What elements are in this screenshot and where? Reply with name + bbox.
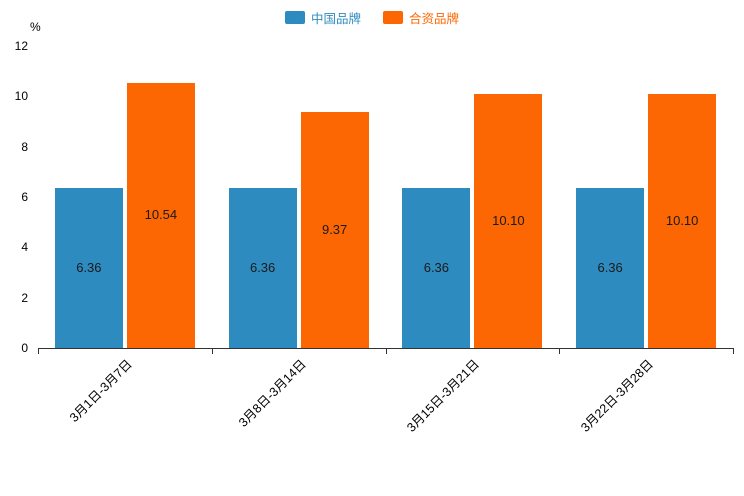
- bar-series2-cat4[interactable]: [648, 93, 717, 348]
- x-axis-tick: [385, 349, 387, 354]
- legend: 中国品牌 合资品牌: [0, 8, 744, 27]
- bar-series1-cat1[interactable]: [54, 187, 123, 348]
- x-axis-category-label: 3月15日-3月21日: [404, 357, 483, 435]
- bar-value-label: 6.36: [249, 259, 276, 275]
- bar-series2-cat1[interactable]: [126, 82, 195, 348]
- y-axis-tick-label: 10: [14, 89, 28, 104]
- legend-label: 中国品牌: [310, 12, 361, 26]
- x-axis-tick: [733, 349, 734, 354]
- bar-value-label: 6.36: [597, 259, 623, 275]
- bar-series1-cat2[interactable]: [228, 187, 297, 348]
- legend-label: 合资品牌: [409, 12, 460, 26]
- x-axis-tick: [559, 349, 561, 354]
- bar-value-label: 9.37: [321, 222, 348, 238]
- bar-series1-cat4[interactable]: [576, 187, 645, 348]
- x-axis-tick: [211, 349, 213, 354]
- x-axis-tick: [38, 349, 39, 354]
- legend-item-series1[interactable]: 中国品牌: [284, 8, 361, 27]
- bar-series1-cat3[interactable]: [402, 187, 471, 348]
- bar-value-label: 10.10: [492, 212, 525, 228]
- y-axis-tick-label: 12: [14, 39, 28, 53]
- legend-swatch: [284, 11, 305, 24]
- y-axis-tick-label: 6: [21, 190, 28, 204]
- bar-value-label: 6.36: [76, 259, 102, 275]
- x-axis-category-label: 3月8日-3月14日: [235, 357, 309, 430]
- legend-item-series2[interactable]: 合资品牌: [383, 8, 459, 27]
- bar-series2-cat2[interactable]: [300, 112, 369, 348]
- x-axis-line: [38, 348, 734, 349]
- x-axis-category-label: 3月22日-3月28日: [578, 357, 657, 435]
- y-axis-tick-label: 8: [21, 139, 28, 154]
- bar-series2-cat3[interactable]: [474, 93, 543, 348]
- y-axis-unit-label: %: [30, 20, 41, 34]
- y-axis-tick-label: 0: [21, 341, 28, 355]
- bar-value-label: 10.10: [665, 212, 699, 228]
- legend-swatch: [383, 11, 403, 24]
- bar-value-label: 6.36: [423, 259, 450, 275]
- x-axis-category-label: 3月1日-3月7日: [66, 357, 135, 425]
- y-axis-tick-label: 4: [21, 240, 28, 255]
- y-axis-tick-label: 2: [21, 290, 28, 305]
- bar-value-label: 10.54: [144, 207, 178, 223]
